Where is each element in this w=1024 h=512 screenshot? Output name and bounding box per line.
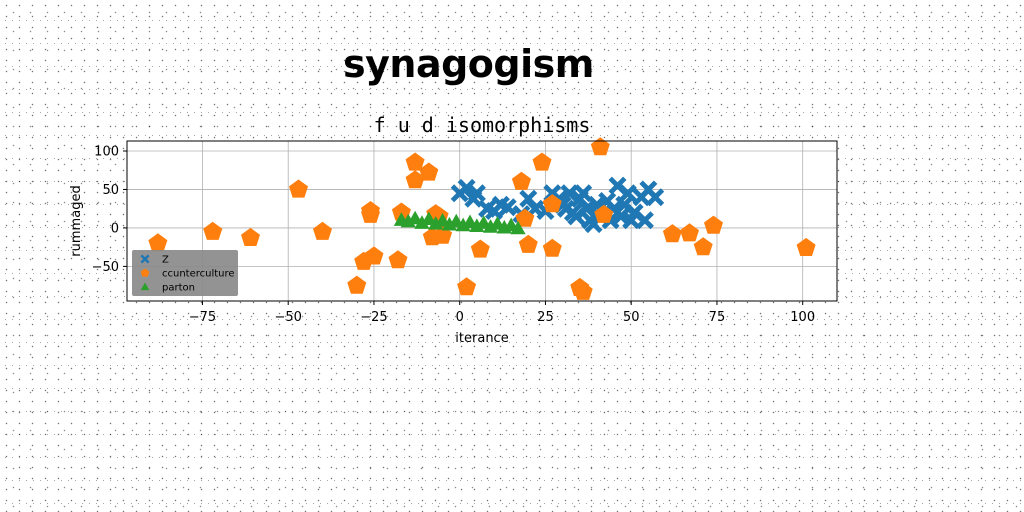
data-point (511, 171, 531, 190)
data-point (680, 223, 699, 242)
x-tick-label: −25 (360, 310, 387, 325)
data-point (532, 152, 552, 171)
page-title: synagogism (343, 42, 594, 86)
legend-label: Z (162, 255, 169, 266)
data-point (510, 220, 526, 235)
legend-marker (140, 254, 150, 264)
y-tick-label: 100 (94, 145, 119, 160)
data-point (203, 221, 223, 240)
data-point (361, 204, 380, 223)
data-point (518, 234, 538, 253)
legend-marker (140, 268, 150, 277)
data-point (419, 162, 439, 181)
data-point (704, 215, 723, 234)
legend-marker (140, 282, 150, 291)
data-markers (148, 137, 816, 300)
data-point (542, 238, 562, 257)
data-point (574, 184, 593, 203)
chart-title: f u d isomorphisms (374, 113, 591, 137)
data-point (646, 188, 665, 207)
axis-ticks: −75 −50 −25 0 25 50 75 100 −50 0 50 100 (92, 145, 816, 326)
data-point (405, 170, 425, 189)
data-point (241, 227, 260, 246)
x-tick-label: 75 (709, 310, 726, 325)
data-point (313, 221, 332, 240)
data-point (405, 152, 425, 171)
data-point (796, 237, 816, 256)
legend-label: ccunterculture (162, 269, 235, 280)
data-point (635, 211, 654, 230)
data-point (515, 208, 535, 227)
x-tick-label: −75 (189, 310, 216, 325)
x-tick-label: 0 (456, 310, 464, 325)
data-point (148, 233, 168, 252)
x-tick-label: 50 (623, 310, 640, 325)
data-point (594, 204, 614, 223)
x-axis-label: iterance (455, 331, 508, 346)
data-point (467, 184, 486, 203)
data-point (693, 237, 713, 256)
y-axis-label: rummaged (69, 185, 84, 256)
legend-label: parton (162, 283, 195, 294)
data-point (391, 202, 411, 221)
x-tick-label: −50 (274, 310, 301, 325)
data-point (457, 277, 477, 296)
x-tick-label: 25 (537, 310, 554, 325)
data-point (414, 215, 430, 229)
data-point (662, 224, 682, 243)
data-point (573, 281, 593, 300)
data-point (457, 178, 476, 197)
data-point (364, 246, 384, 265)
data-point (498, 198, 517, 217)
data-point (590, 137, 610, 156)
data-point (289, 179, 308, 198)
data-point (388, 250, 408, 269)
data-point (470, 239, 490, 258)
data-point (618, 184, 637, 203)
y-tick-label: −50 (92, 260, 119, 275)
data-point (560, 184, 579, 203)
x-tick-label: 100 (790, 310, 815, 325)
data-point (542, 194, 562, 213)
data-point (347, 275, 367, 294)
y-tick-label: 0 (111, 221, 119, 236)
legend-box (132, 250, 238, 296)
y-tick-label: 50 (102, 183, 119, 198)
plot-frame (126, 140, 838, 302)
